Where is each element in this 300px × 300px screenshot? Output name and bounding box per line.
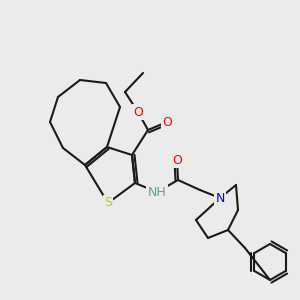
Text: S: S (104, 196, 112, 209)
Text: O: O (162, 116, 172, 128)
Text: NH: NH (148, 185, 166, 199)
Text: O: O (172, 154, 182, 166)
Text: N: N (215, 191, 225, 205)
Text: O: O (133, 106, 143, 118)
